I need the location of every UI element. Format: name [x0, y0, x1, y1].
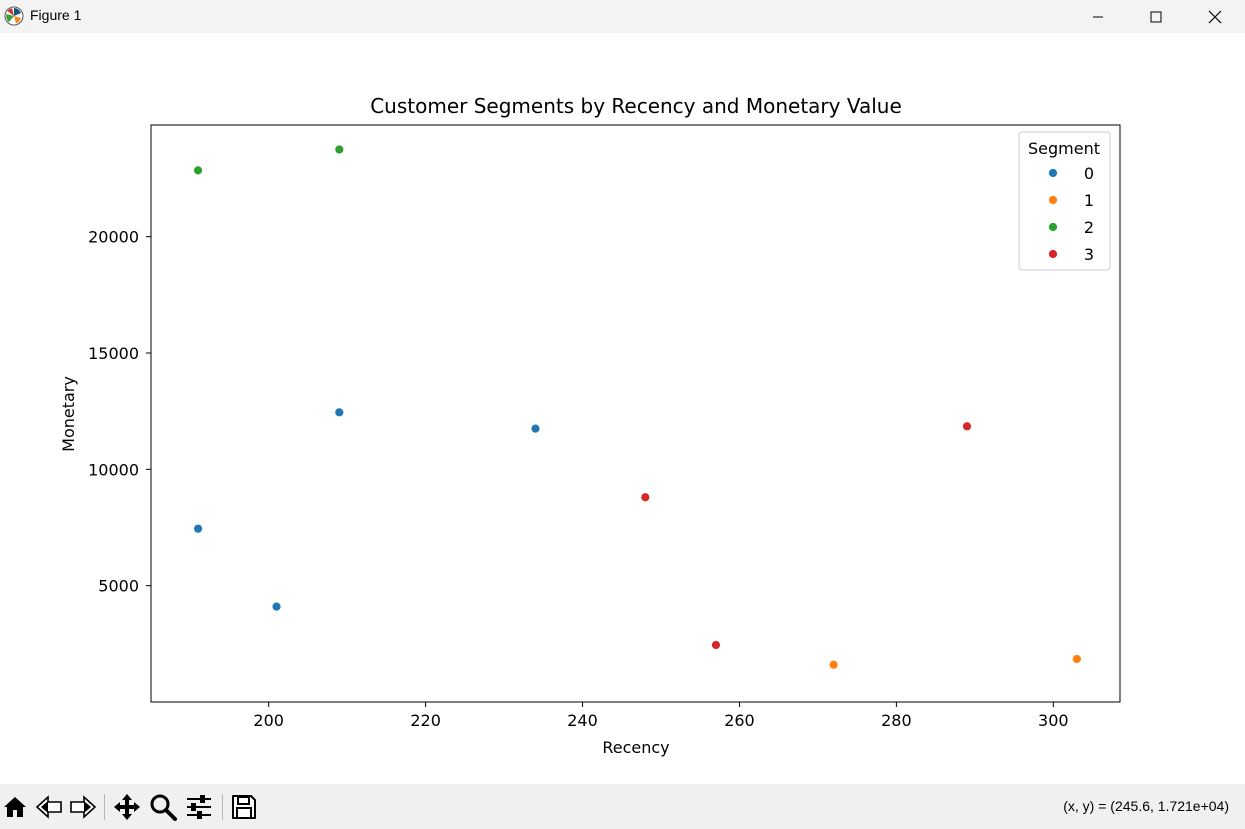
window-titlebar: Figure 1: [0, 0, 1245, 33]
legend-label: 0: [1084, 164, 1094, 183]
legend-label: 1: [1084, 191, 1094, 210]
data-point-segment-3: [640, 492, 651, 503]
chart-title: Customer Segments by Recency and Monetar…: [370, 94, 902, 118]
close-button[interactable]: [1186, 0, 1244, 33]
toolbar-separator: [104, 794, 105, 820]
axes-frame: [150, 124, 1121, 703]
window-title: Figure 1: [30, 7, 82, 23]
toolbar-separator: [222, 794, 223, 820]
data-point-segment-2: [193, 165, 203, 176]
y-tick-label: 20000: [88, 228, 139, 247]
forward-button[interactable]: [68, 792, 98, 822]
save-button[interactable]: [229, 792, 259, 822]
legend-title: Segment: [1028, 139, 1100, 158]
x-axis-label: Recency: [602, 738, 669, 757]
legend-label: 2: [1084, 218, 1094, 237]
minimize-icon: [1093, 16, 1103, 17]
save-icon: [232, 795, 256, 819]
x-tick-label: 260: [724, 711, 755, 730]
data-point-segment-2: [334, 144, 345, 155]
maximize-icon: [1150, 11, 1162, 22]
x-tick-label: 300: [1038, 711, 1069, 730]
legend-label: 3: [1084, 245, 1094, 264]
figure-canvas[interactable]: Customer Segments by Recency and Monetar…: [0, 33, 1245, 783]
data-point-segment-3: [711, 640, 721, 650]
data-point-segment-0: [334, 407, 345, 418]
data-point-segment-0: [271, 601, 282, 612]
y-tick-label: 10000: [88, 460, 139, 479]
forward-icon: [70, 795, 97, 819]
legend-box: [1018, 131, 1111, 271]
data-point-segment-1: [828, 659, 839, 670]
legend-marker-0: [1048, 168, 1058, 178]
zoom-button[interactable]: [148, 792, 178, 822]
x-tick-label: 220: [410, 711, 441, 730]
home-button[interactable]: [0, 792, 30, 822]
maximize-button[interactable]: [1127, 0, 1185, 33]
close-icon: [1208, 10, 1222, 23]
zoom-icon: [150, 794, 177, 821]
legend: Segment 0 1 2 3: [1018, 131, 1111, 271]
data-point-segment-3: [962, 421, 972, 432]
pan-icon: [114, 794, 140, 820]
back-icon: [35, 795, 62, 819]
x-tick-label: 280: [881, 711, 912, 730]
matplotlib-logo-icon: [4, 6, 24, 26]
legend-marker-1: [1048, 195, 1058, 205]
scatter-chart: Customer Segments by Recency and Monetar…: [59, 94, 1121, 757]
y-axis-label: Monetary: [59, 376, 78, 452]
home-icon: [4, 797, 26, 817]
cursor-coordinates: (x, y) = (245.6, 1.721e+04): [1063, 798, 1229, 814]
minimize-button[interactable]: [1069, 0, 1127, 33]
navigation-toolbar: (x, y) = (245.6, 1.721e+04): [0, 784, 1245, 829]
configure-subplots-button[interactable]: [184, 792, 214, 822]
back-button[interactable]: [34, 792, 64, 822]
data-point-segment-1: [1071, 654, 1082, 664]
y-tick-label: 15000: [88, 344, 139, 363]
configure-subplots-icon: [187, 795, 211, 819]
data-point-segment-0: [193, 523, 203, 534]
legend-marker-2: [1048, 222, 1058, 232]
pan-button[interactable]: [112, 792, 142, 822]
data-point-segment-0: [530, 423, 541, 434]
y-tick-label: 5000: [98, 577, 139, 596]
legend-marker-3: [1048, 249, 1058, 259]
x-tick-label: 200: [253, 711, 284, 730]
x-tick-label: 240: [567, 711, 598, 730]
